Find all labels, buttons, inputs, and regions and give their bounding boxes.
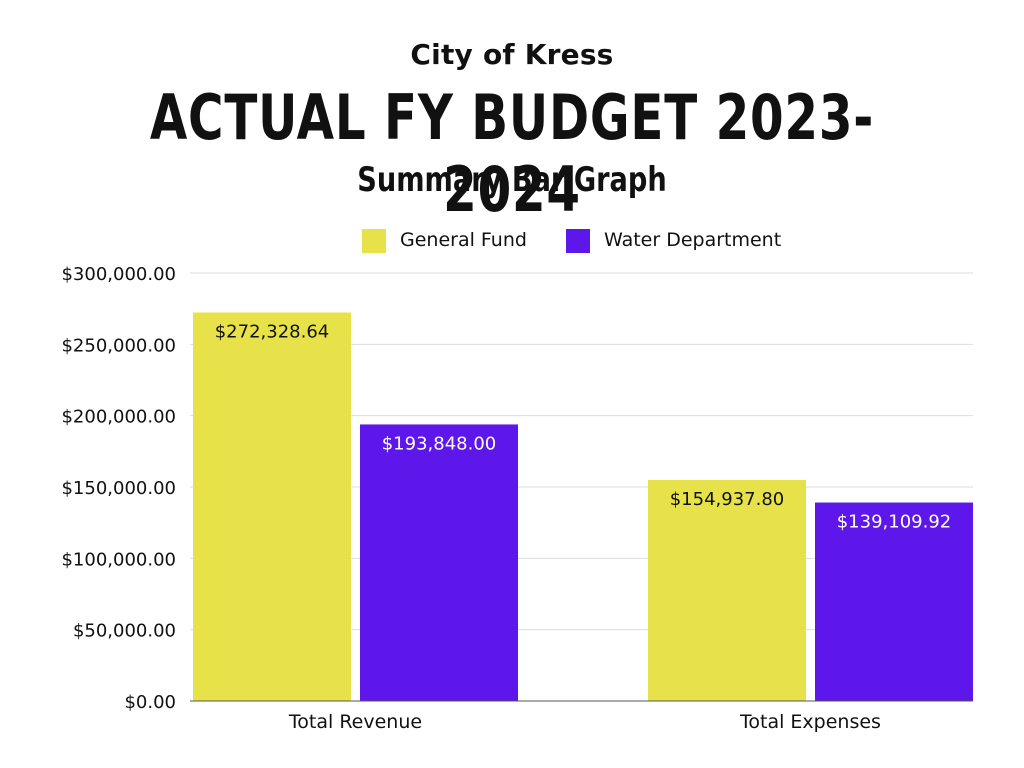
legend-swatch-water-department bbox=[566, 229, 590, 253]
y-tick-label: $300,000.00 bbox=[61, 264, 176, 285]
x-tick-label: Total Expenses bbox=[739, 711, 881, 733]
chart-city-heading: City of Kress bbox=[410, 38, 614, 71]
y-tick-label: $200,000.00 bbox=[61, 407, 176, 428]
chart-subtitle: Summary Bar Graph bbox=[357, 160, 667, 200]
y-tick-label: $100,000.00 bbox=[61, 549, 176, 570]
y-tick-label: $0.00 bbox=[124, 692, 176, 713]
legend-label: Water Department bbox=[604, 229, 781, 251]
y-tick-label: $50,000.00 bbox=[73, 621, 176, 642]
y-tick-label: $150,000.00 bbox=[61, 478, 176, 499]
bar-water-department bbox=[360, 424, 518, 701]
legend-label: General Fund bbox=[400, 229, 527, 251]
bar-data-label: $272,328.64 bbox=[215, 321, 330, 342]
bar-data-label: $154,937.80 bbox=[670, 489, 785, 510]
bar-data-label: $193,848.00 bbox=[382, 433, 497, 454]
x-tick-label: Total Revenue bbox=[288, 711, 422, 733]
bar-general-fund bbox=[193, 312, 351, 701]
bar-water-department bbox=[815, 502, 973, 701]
chart-title: ACTUAL FY BUDGET 2023-2024 bbox=[149, 81, 875, 226]
legend-swatch-general-fund bbox=[362, 229, 386, 253]
bar-data-label: $139,109.92 bbox=[837, 512, 952, 533]
bar-general-fund bbox=[648, 479, 806, 701]
y-tick-label: $250,000.00 bbox=[61, 335, 176, 356]
